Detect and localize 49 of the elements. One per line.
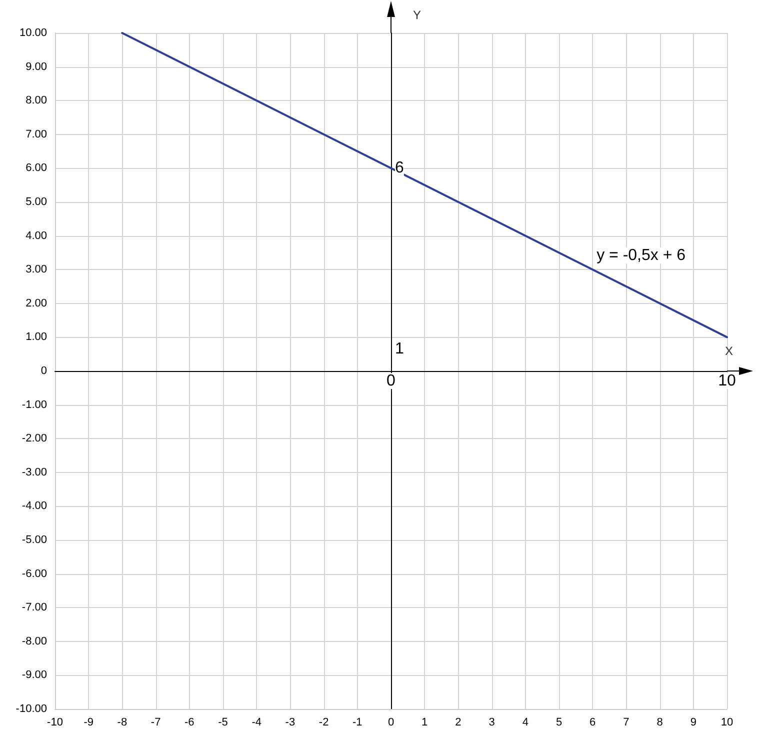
y-tick-label: 3.00 xyxy=(26,264,47,276)
x-tick-label: 8 xyxy=(656,716,663,728)
annotation: y = -0,5x + 6 xyxy=(596,247,686,264)
y-tick-label: 2.00 xyxy=(26,297,47,310)
y-tick-label: -1.00 xyxy=(22,398,47,411)
x-tick-label: -6 xyxy=(184,716,194,728)
x-tick-label: -9 xyxy=(84,716,94,728)
y-tick-label: -5.00 xyxy=(22,534,47,546)
x-tick-label: 4 xyxy=(522,716,528,728)
y-tick-label: 5.00 xyxy=(26,196,47,208)
y-tick-label: 10.00 xyxy=(19,27,47,39)
x-tick-label: -10 xyxy=(47,716,63,728)
x-tick-label: 10 xyxy=(720,716,734,728)
y-tick-label: -9.00 xyxy=(22,669,47,682)
y-tick-label: 6.00 xyxy=(26,162,47,174)
x-tick-label: 7 xyxy=(623,716,630,728)
x-tick-label: -1 xyxy=(352,716,362,728)
annotation: 10 xyxy=(718,372,736,390)
x-tick-label: -2 xyxy=(318,716,329,728)
x-tick-label: 3 xyxy=(488,716,495,728)
x-tick-label: -5 xyxy=(218,716,228,728)
x-tick-label: 1 xyxy=(422,716,428,728)
y-tick-label: 9.00 xyxy=(26,60,47,73)
annotation: 1 xyxy=(395,340,404,358)
y-axis-title: Y xyxy=(413,8,422,22)
x-tick-label: 6 xyxy=(590,716,596,728)
x-tick-label: 0 xyxy=(388,716,394,728)
y-tick-label: -2.00 xyxy=(22,432,47,445)
x-tick-label: -4 xyxy=(252,716,262,728)
y-tick-label: -6.00 xyxy=(22,568,47,580)
y-tick-label: 0 xyxy=(40,365,47,377)
x-tick-label: -8 xyxy=(117,716,128,728)
x-tick-label: -7 xyxy=(150,716,161,728)
y-tick-label: 7.00 xyxy=(26,128,47,140)
y-tick-label: -4.00 xyxy=(22,500,47,512)
annotation: 0 xyxy=(386,372,396,390)
y-tick-label: 8.00 xyxy=(26,94,47,107)
y-tick-label: -3.00 xyxy=(22,466,47,478)
annotation: 6 xyxy=(395,160,404,177)
x-tick-label: 2 xyxy=(455,716,462,728)
y-tick-label: -10.00 xyxy=(16,703,47,715)
x-axis-title: X xyxy=(725,344,734,358)
y-tick-label: -8.00 xyxy=(22,635,47,648)
x-tick-label: 9 xyxy=(690,716,696,728)
x-tick-label: 5 xyxy=(556,716,562,728)
y-tick-label: 4.00 xyxy=(26,230,47,242)
y-tick-label: 1.00 xyxy=(26,331,47,344)
x-tick-label: -3 xyxy=(285,716,296,728)
y-tick-label: -7.00 xyxy=(22,602,47,614)
